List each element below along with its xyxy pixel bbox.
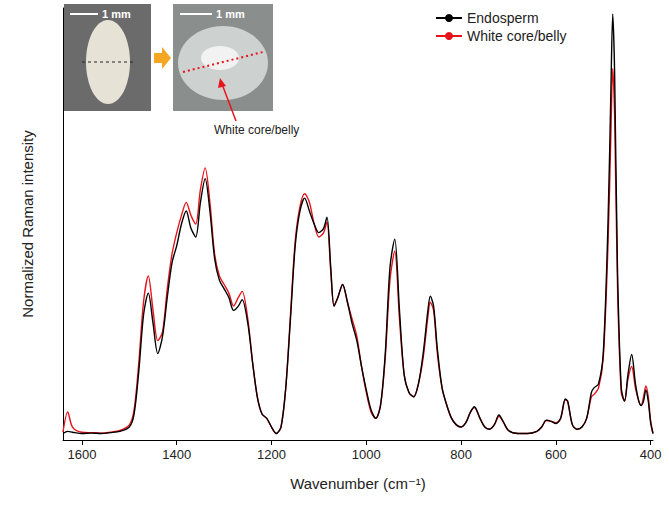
svg-text:1200: 1200 — [257, 447, 286, 462]
svg-text:1 mm: 1 mm — [102, 8, 131, 20]
svg-text:Normalized Raman intensity: Normalized Raman intensity — [19, 130, 36, 318]
svg-text:600: 600 — [545, 447, 567, 462]
svg-text:400: 400 — [640, 447, 662, 462]
svg-text:1600: 1600 — [67, 447, 96, 462]
svg-text:White core/belly: White core/belly — [214, 123, 299, 137]
svg-text:1 mm: 1 mm — [216, 8, 245, 20]
svg-text:1400: 1400 — [162, 447, 191, 462]
svg-text:Wavenumber (cm⁻¹): Wavenumber (cm⁻¹) — [290, 475, 426, 492]
svg-text:800: 800 — [450, 447, 472, 462]
svg-text:Endosperm: Endosperm — [467, 10, 539, 26]
svg-text:White core/belly: White core/belly — [467, 28, 567, 44]
svg-text:1000: 1000 — [352, 447, 381, 462]
